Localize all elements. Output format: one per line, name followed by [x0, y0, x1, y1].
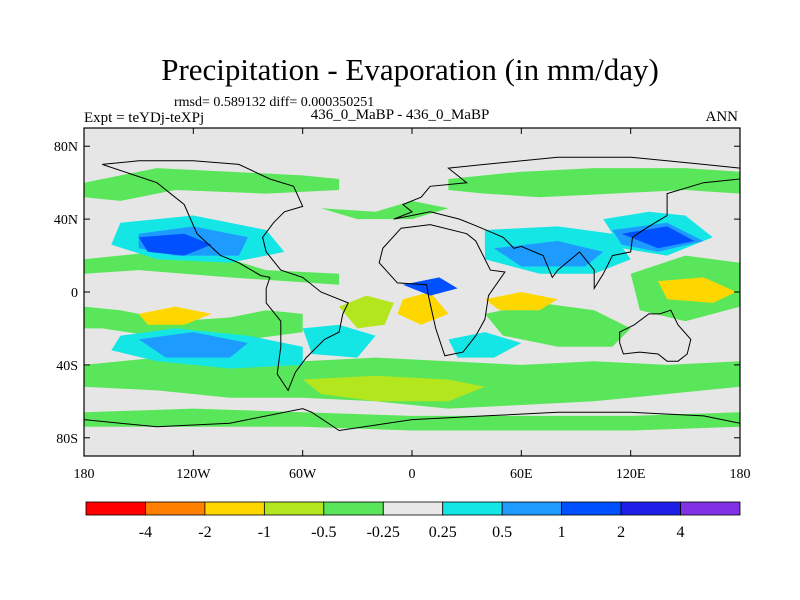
case-label: 436_0_MaBP - 436_0_MaBP: [310, 107, 490, 123]
contour-region-19: [302, 324, 376, 358]
coastline-2: [393, 156, 740, 291]
contour-region-4: [84, 306, 303, 340]
colorbar-label: 0.5: [492, 524, 512, 541]
coastline-0: [102, 160, 349, 392]
colorbar-swatch: [680, 501, 741, 516]
x-tick-label: 180: [74, 467, 95, 482]
colorbar-swatch: [263, 501, 325, 516]
x-tick-label: 60W: [289, 467, 317, 482]
chart-title: Precipitation - Evaporation (in mm/day): [161, 52, 659, 87]
colorbar-swatch: [620, 501, 681, 516]
stats-subtitle: rmsd= 0.589132 diff= 0.000350251: [174, 95, 375, 110]
coastline-4: [84, 408, 740, 456]
colorbar-label: 1: [558, 524, 566, 541]
season-label: ANN: [705, 109, 739, 125]
colorbar-label: 0.25: [429, 524, 457, 541]
colorbar-label: -0.5: [311, 524, 336, 541]
contour-region-12: [397, 292, 449, 325]
contour-region-10: [339, 295, 394, 329]
contour-region-25: [138, 233, 212, 256]
experiment-label: Expt = teYDj-teXPj: [84, 110, 205, 126]
x-tick-label: 0: [409, 467, 416, 482]
coastline-1: [378, 224, 506, 357]
x-tick-label: 60E: [510, 467, 533, 482]
colorbar-swatch: [561, 501, 622, 516]
colorbar-label: 2: [617, 524, 625, 541]
contour-region-20: [448, 332, 522, 358]
coastlines: [84, 156, 740, 456]
y-tick-label: 80S: [56, 432, 78, 447]
x-tick-label: 120W: [176, 467, 211, 482]
y-tick-label: 0: [71, 286, 78, 301]
y-tick-label: 80N: [54, 140, 78, 155]
colorbar-swatch: [442, 501, 503, 516]
x-tick-label: 180: [730, 467, 751, 482]
y-tick-label: 40S: [56, 359, 78, 374]
colorbar: -4 -2 -1 -0.5 -0.25 0.25 0.5 1 2 4: [85, 501, 741, 541]
colorbar-swatch: [204, 501, 265, 516]
colorbar-label: -1: [258, 524, 271, 541]
contour-region-14: [658, 277, 737, 303]
y-axis: 80N 40N 0 40S 80S: [54, 140, 740, 447]
x-tick-label: 120E: [616, 467, 646, 482]
colorbar-label: 4: [677, 524, 685, 541]
colorbar-swatch: [85, 501, 146, 516]
colorbar-swatch: [145, 501, 206, 516]
x-axis: 180 120W 60W 0 60E 120E 180: [74, 128, 751, 482]
colorbar-label: -0.25: [367, 524, 400, 541]
colorbar-label: -2: [198, 524, 211, 541]
contour-region-27: [402, 277, 458, 296]
contour-region-13: [484, 292, 558, 311]
contour-region-7: [484, 302, 631, 347]
colorbar-swatch: [382, 501, 444, 516]
colorbar-swatch: [501, 501, 563, 516]
contour-region-11: [138, 306, 212, 325]
contour-region-0: [84, 168, 340, 201]
contour-region-22: [138, 332, 248, 358]
colorbar-label: -4: [139, 524, 152, 541]
colorbar-swatch: [323, 501, 384, 516]
coastline-3: [619, 309, 692, 362]
contour-region-2: [448, 168, 740, 198]
contour-region-23: [494, 241, 604, 267]
contour-region-9: [302, 375, 485, 402]
y-tick-label: 40N: [54, 213, 78, 228]
contour-region-3: [84, 251, 340, 285]
